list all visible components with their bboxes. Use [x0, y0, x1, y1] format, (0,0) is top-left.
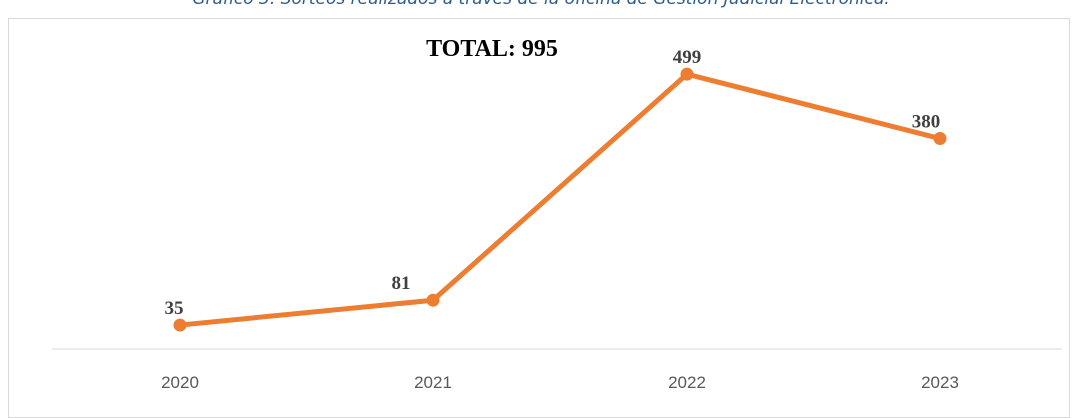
data-label-2022: 499 [673, 47, 702, 68]
data-point-2023 [933, 132, 947, 146]
x-tick-labels: 2020 2021 2022 2023 [161, 373, 959, 392]
x-tick-label-2023: 2023 [921, 373, 959, 392]
data-label-2020: 35 [165, 298, 184, 319]
data-label-2023: 380 [912, 112, 941, 133]
data-label-2021: 81 [392, 273, 411, 294]
x-tick-label-2020: 2020 [161, 373, 199, 392]
chart-title: TOTAL: 995 [426, 36, 558, 62]
x-tick-label-2022: 2022 [668, 373, 706, 392]
x-tick-label-2021: 2021 [414, 373, 452, 392]
series-line [179, 71, 941, 328]
series-layer: 35 81 499 380 [165, 47, 947, 332]
chart-caption: Gráfico 3. Sorteos realizados a través d… [0, 0, 1082, 9]
data-point-2022 [680, 67, 694, 81]
data-point-2020 [173, 318, 187, 332]
data-point-2021 [426, 293, 440, 307]
line-chart: TOTAL: 995 35 81 499 380 2020 2021 2022 2023 [52, 36, 1062, 392]
